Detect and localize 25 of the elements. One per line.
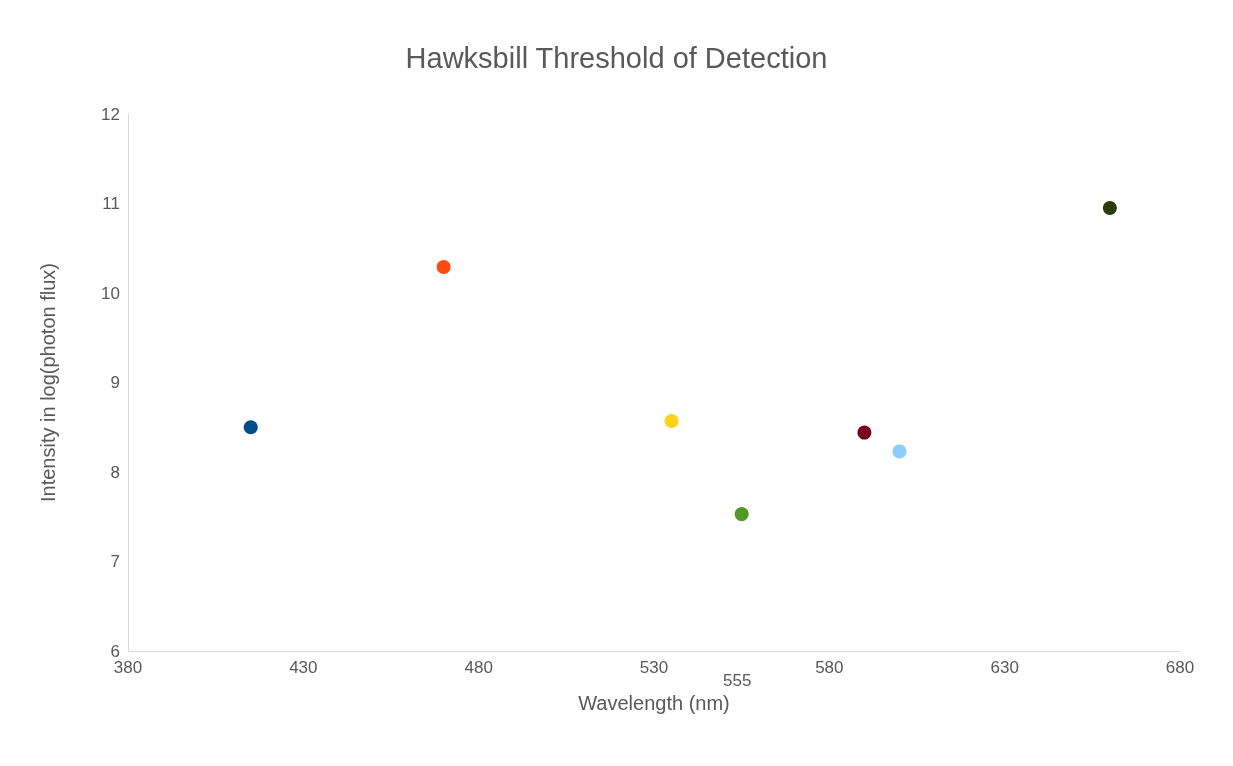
y-tick-label: 12 [101, 104, 120, 124]
point [892, 444, 907, 459]
point [857, 425, 872, 440]
x-tick-label: 380 [113, 658, 143, 677]
x-tick-label: 680 [1165, 658, 1195, 677]
y-tick-label: 9 [110, 373, 120, 392]
point [734, 507, 749, 522]
x-tick-label: 480 [464, 658, 493, 677]
point [1102, 200, 1117, 215]
y-tick-label: 8 [110, 462, 120, 482]
point [243, 420, 258, 435]
text: 555 [723, 671, 752, 690]
y-tick-label: 6 [110, 641, 120, 661]
y-tick-label: 10 [101, 283, 120, 303]
y-tick-label: 11 [102, 194, 120, 213]
y-axis-title: Intensity in log(photon flux) [37, 262, 59, 503]
x-tick-label: 580 [815, 658, 844, 677]
x-tick-label: 630 [990, 658, 1019, 677]
x-tick-label: 530 [639, 658, 669, 677]
x-tick-label: 430 [289, 658, 318, 677]
x-axis-title: Wavelength (nm) [578, 692, 730, 714]
y-tick-label: 7 [110, 552, 120, 571]
point [436, 260, 451, 275]
point [664, 413, 679, 428]
chart-title: Hawksbill Threshold of Detection [405, 41, 828, 74]
